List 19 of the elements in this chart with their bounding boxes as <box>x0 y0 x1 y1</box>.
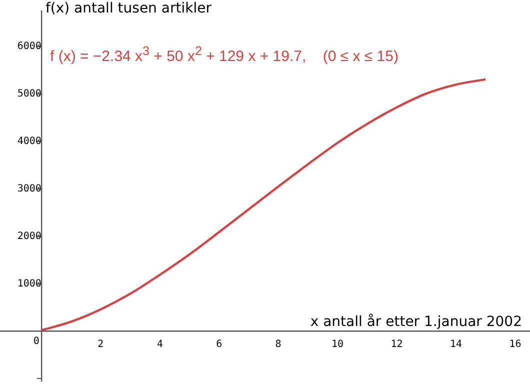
x-tick-label: 16 <box>509 338 522 350</box>
annotation: f (x) = −2.34 x$^{3}$ + 50 x$^{2}$ + 129 x + 19.7, (0 ≤ x ≤ 15) <box>50 44 398 65</box>
x-tick-label: 12 <box>390 338 403 350</box>
y-tick-label: 1000 <box>17 278 42 290</box>
x-tick-label: 4 <box>156 338 163 350</box>
line-series <box>40 78 487 332</box>
x-tick-label: 0 <box>33 336 40 347</box>
x-tick-label: 14 <box>450 338 462 350</box>
x-tick-label: 6 <box>216 338 222 350</box>
y-tick-label: 5000 <box>17 88 42 100</box>
x-tick-label: 2 <box>98 338 104 350</box>
y-axis-title: f(x) antall tusen artikler <box>45 0 212 17</box>
y-tick-label: 4000 <box>17 136 42 148</box>
y-tick-label: 3000 <box>17 183 42 194</box>
x-tick-label: 8 <box>275 338 282 350</box>
x-axis-title: x antall år etter 1.januar 2002 <box>310 312 522 330</box>
x-tick-label: 10 <box>332 338 344 350</box>
y-tick-label: 2000 <box>17 230 42 242</box>
y-tick-label: 6000 <box>17 41 42 52</box>
